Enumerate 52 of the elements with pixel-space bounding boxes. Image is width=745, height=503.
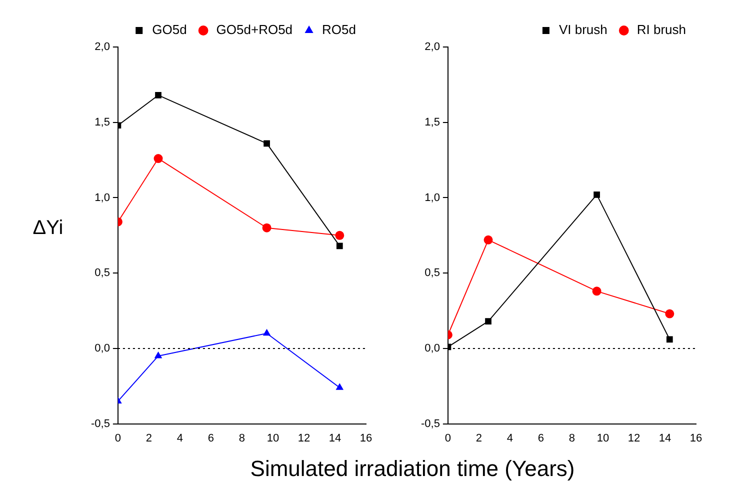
point [592,286,602,296]
x-tick-label: 12 [628,432,640,444]
legend-label: RO5d [322,22,356,38]
point [335,230,344,240]
legend-label: RI brush [636,22,686,38]
y-tick-label: 0,0 [424,342,440,354]
x-tick-label: 8 [238,432,246,444]
x-tick-label: 14 [658,432,672,444]
y-tick-label: -0,5 [90,418,110,430]
point [262,223,272,232]
x-tick-label: 6 [208,432,214,444]
y-tick-label: 2,0 [424,41,440,54]
x-tick-label: 10 [266,432,280,444]
y-tick-label: 1,0 [424,192,440,204]
point [155,92,162,98]
y-tick-label: 0,5 [424,267,440,280]
x-tick-label: 2 [476,432,482,444]
x-tick-label: 16 [690,432,702,444]
y-tick-label: 1,0 [94,192,110,204]
legend-label: VI brush [558,22,608,38]
y-axis-title: ΔYi [32,216,64,240]
y-tick-label: 0,5 [94,267,110,280]
point [485,318,492,324]
x-tick-label: 4 [176,432,184,444]
x-tick-label: 6 [538,432,544,444]
point [336,242,343,250]
x-tick-label: 4 [506,432,514,444]
point [154,154,163,164]
x-tick-label: 0 [444,432,452,444]
point [665,309,674,318]
point [666,336,673,343]
legend-label: GO5d+RO5d [216,22,293,38]
y-tick-label: 1,5 [424,116,440,128]
point [594,192,600,198]
y-tick-label: 0,0 [94,342,110,354]
x-tick-label: 0 [114,432,122,444]
point [154,351,162,358]
x-tick-label: 12 [298,432,310,444]
x-axis-title: Simulated irradiation time (Years) [249,456,576,482]
point [264,140,270,147]
y-tick-label: -0,5 [420,418,440,430]
y-tick-label: 2,0 [94,41,110,54]
x-tick-label: 2 [146,432,152,444]
x-tick-label: 16 [360,432,372,444]
point [336,383,344,390]
x-tick-label: 8 [568,432,576,444]
legend-label: GO5d [152,22,187,38]
y-tick-label: 1,5 [94,116,110,128]
point [262,328,271,336]
point [484,235,493,244]
x-tick-label: 10 [596,432,610,444]
x-tick-label: 14 [328,432,342,444]
